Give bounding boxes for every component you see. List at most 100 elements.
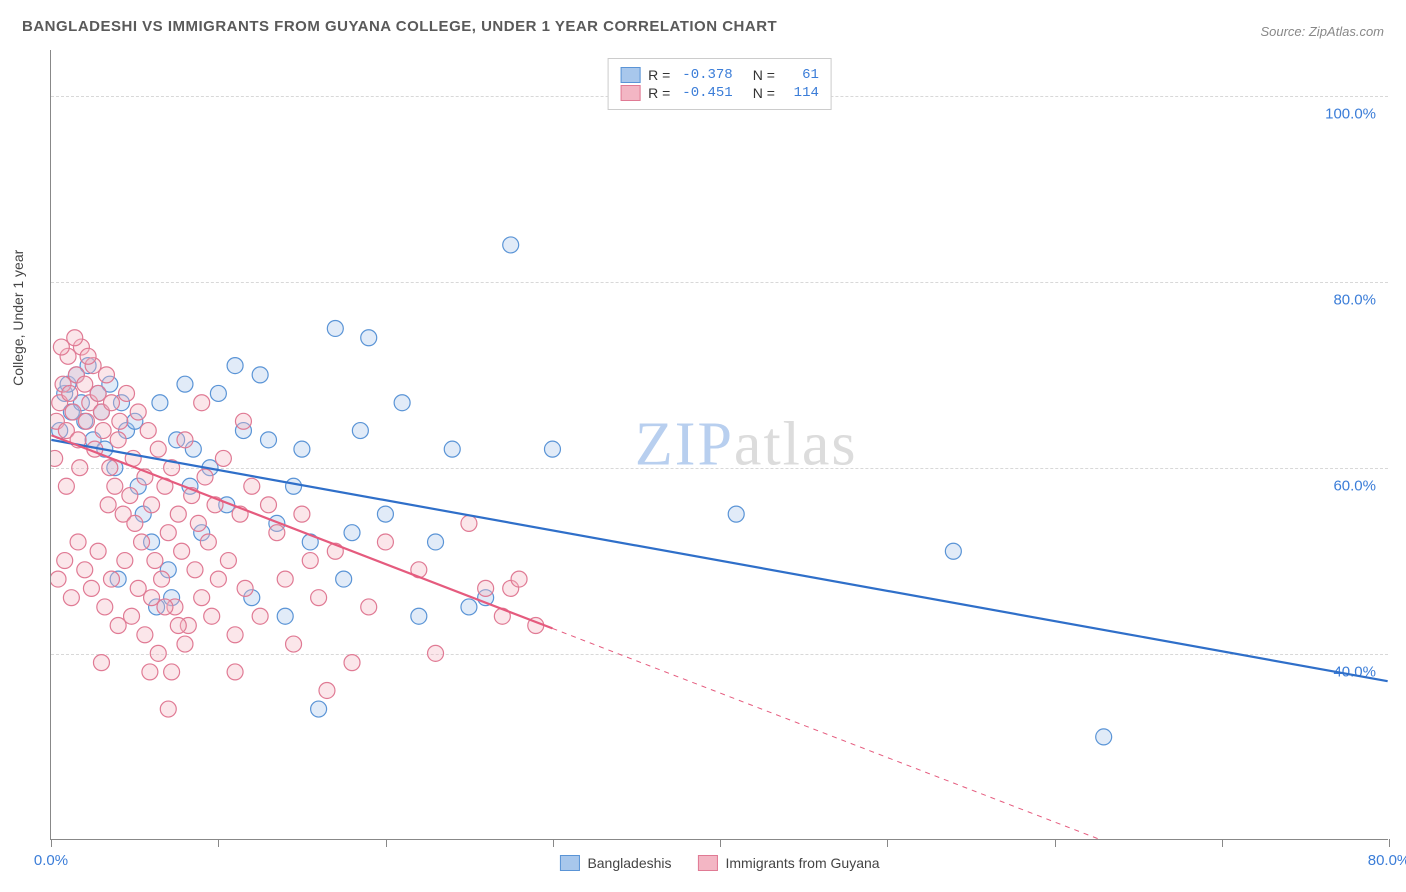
scatter-point xyxy=(344,525,360,541)
x-tick xyxy=(1222,839,1223,847)
scatter-point xyxy=(177,376,193,392)
r-label: R = xyxy=(648,85,670,101)
scatter-point xyxy=(80,348,96,364)
scatter-point xyxy=(194,590,210,606)
scatter-point xyxy=(77,376,93,392)
correlation-legend: R = -0.378 N = 61 R = -0.451 N = 114 xyxy=(607,58,832,110)
scatter-point xyxy=(160,701,176,717)
scatter-point xyxy=(204,608,220,624)
scatter-point xyxy=(70,534,86,550)
trendline xyxy=(51,440,1387,681)
scatter-point xyxy=(215,450,231,466)
x-tick xyxy=(720,839,721,847)
scatter-point xyxy=(137,627,153,643)
scatter-point xyxy=(177,432,193,448)
scatter-point xyxy=(319,682,335,698)
scatter-point xyxy=(112,413,128,429)
scatter-point xyxy=(187,562,203,578)
scatter-point xyxy=(210,571,226,587)
scatter-point xyxy=(164,664,180,680)
scatter-point xyxy=(142,664,158,680)
trendline xyxy=(51,435,552,628)
scatter-point xyxy=(511,571,527,587)
scatter-point xyxy=(478,580,494,596)
legend-row-series-1: R = -0.451 N = 114 xyxy=(620,85,819,101)
scatter-point xyxy=(544,441,560,457)
scatter-point xyxy=(261,432,277,448)
scatter-point xyxy=(63,590,79,606)
scatter-point xyxy=(102,460,118,476)
scatter-point xyxy=(428,645,444,661)
scatter-point xyxy=(244,478,260,494)
scatter-point xyxy=(77,562,93,578)
scatter-point xyxy=(144,497,160,513)
scatter-point xyxy=(150,441,166,457)
scatter-point xyxy=(197,469,213,485)
trendline-extrapolated xyxy=(552,628,1387,839)
scatter-point xyxy=(945,543,961,559)
scatter-point xyxy=(51,450,63,466)
scatter-point xyxy=(160,525,176,541)
scatter-point xyxy=(311,590,327,606)
scatter-point xyxy=(728,506,744,522)
legend-label: Immigrants from Guyana xyxy=(726,855,880,871)
scatter-point xyxy=(294,506,310,522)
scatter-point xyxy=(361,599,377,615)
r-value-1: -0.451 xyxy=(682,85,732,101)
scatter-point xyxy=(97,599,113,615)
scatter-point xyxy=(144,590,160,606)
scatter-point xyxy=(344,655,360,671)
swatch-series-0 xyxy=(620,67,640,83)
scatter-point xyxy=(444,441,460,457)
scatter-point xyxy=(170,506,186,522)
scatter-point xyxy=(177,636,193,652)
scatter-point xyxy=(252,367,268,383)
x-tick-label: 0.0% xyxy=(34,852,68,869)
scatter-point xyxy=(252,608,268,624)
scatter-point xyxy=(210,385,226,401)
scatter-point xyxy=(51,571,66,587)
scatter-point xyxy=(428,534,444,550)
x-tick xyxy=(51,839,52,847)
scatter-point xyxy=(154,571,170,587)
x-tick xyxy=(553,839,554,847)
scatter-point xyxy=(277,608,293,624)
scatter-point xyxy=(394,395,410,411)
scatter-point xyxy=(95,423,111,439)
scatter-point xyxy=(93,655,109,671)
scatter-point xyxy=(78,413,94,429)
scatter-point xyxy=(311,701,327,717)
scatter-point xyxy=(237,580,253,596)
scatter-point xyxy=(235,413,251,429)
scatter-point xyxy=(157,599,173,615)
scatter-point xyxy=(130,404,146,420)
scatter-point xyxy=(67,330,83,346)
scatter-point xyxy=(134,534,150,550)
scatter-point xyxy=(336,571,352,587)
n-value-0: 61 xyxy=(787,67,819,83)
scatter-point xyxy=(461,599,477,615)
scatter-point xyxy=(352,423,368,439)
scatter-point xyxy=(261,497,277,513)
x-tick xyxy=(1055,839,1056,847)
scatter-point xyxy=(83,580,99,596)
scatter-point xyxy=(277,571,293,587)
r-value-0: -0.378 xyxy=(682,67,732,83)
scatter-point xyxy=(119,385,135,401)
legend-swatch xyxy=(559,855,579,871)
scatter-point xyxy=(90,543,106,559)
scatter-point xyxy=(147,553,163,569)
scatter-point xyxy=(220,553,236,569)
scatter-point xyxy=(461,515,477,531)
legend-row-series-0: R = -0.378 N = 61 xyxy=(620,67,819,83)
legend-label: Bangladeshis xyxy=(587,855,671,871)
scatter-point xyxy=(170,618,186,634)
scatter-point xyxy=(62,385,78,401)
scatter-point xyxy=(57,553,73,569)
y-axis-title: College, Under 1 year xyxy=(10,250,26,386)
scatter-point xyxy=(90,385,106,401)
scatter-point xyxy=(130,580,146,596)
scatter-point xyxy=(117,553,133,569)
scatter-point xyxy=(98,367,114,383)
scatter-svg xyxy=(51,50,1388,839)
